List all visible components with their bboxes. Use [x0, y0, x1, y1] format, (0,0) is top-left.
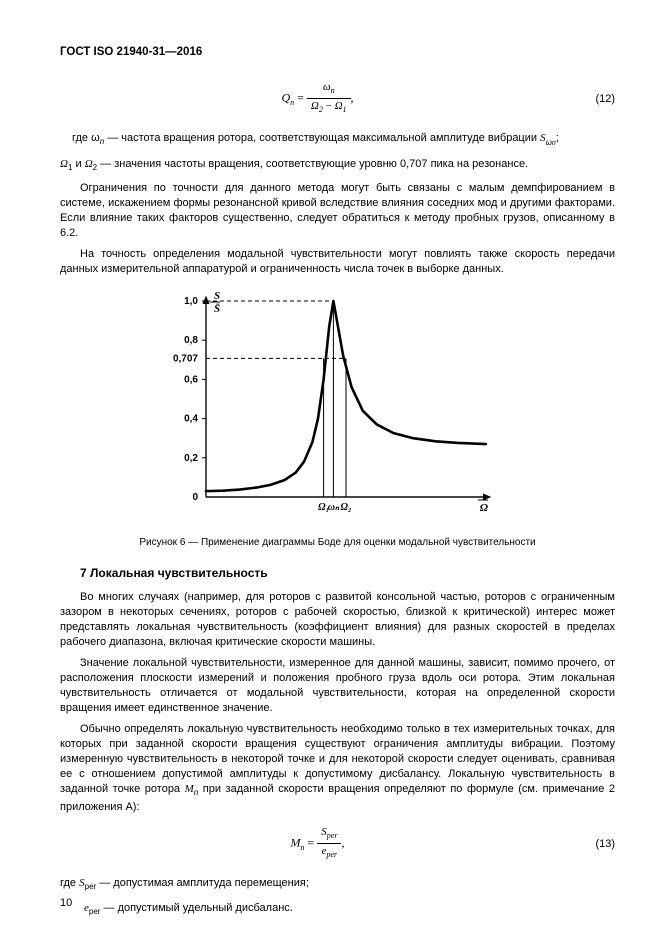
- para-accuracy: На точность определения модальной чувств…: [60, 247, 615, 277]
- where-sper: где Sper — допустимая амплитуда перемеще…: [60, 876, 615, 894]
- equation-13: Mn = Sper eper , (13): [60, 825, 615, 862]
- section-7-title: 7 Локальная чувствительность: [80, 566, 615, 580]
- svg-text:1,0: 1,0: [184, 296, 198, 307]
- svg-text:0,8: 0,8: [184, 335, 198, 346]
- where-omega-n: где ωn — частота вращения ротора, соотве…: [60, 131, 615, 150]
- svg-text:0,4: 0,4: [184, 413, 198, 424]
- para-local-3: Обычно определять локальную чувствительн…: [60, 722, 615, 815]
- svg-text:S: S: [214, 291, 220, 302]
- para-local-1: Во многих случаях (например, для роторов…: [60, 590, 615, 650]
- para-local-2: Значение локальной чувствительности, изм…: [60, 656, 615, 716]
- svg-text:Ω: Ω: [479, 502, 488, 514]
- equation-12: Qn = ωn Ω2 − Ω1 , (12): [60, 80, 615, 117]
- svg-text:0,707: 0,707: [172, 353, 197, 364]
- svg-text:0: 0: [192, 492, 198, 503]
- where-eper: eper — допустимый удельный дисбаланс.: [60, 901, 615, 919]
- figure-6-caption: Рисунок 6 — Применение диаграммы Боде дл…: [60, 537, 615, 548]
- page-number: 10: [60, 897, 72, 909]
- doc-header: ГОСТ ISO 21940-31—2016: [60, 46, 615, 58]
- svg-text:ωₙ: ωₙ: [327, 502, 339, 513]
- bode-chart: 00,20,40,60,81,0SS̄Ω0,707Ω₁ωₙΩ₂: [168, 291, 508, 527]
- svg-text:Ω₂: Ω₂: [340, 502, 351, 513]
- para-limitations: Ограничения по точности для данного мето…: [60, 181, 615, 241]
- where-omega12: Ω1 и Ω2 — значения частоты вращения, соо…: [60, 157, 615, 175]
- svg-text:0,2: 0,2: [184, 453, 198, 464]
- svg-text:0,6: 0,6: [184, 374, 198, 385]
- figure-6: 00,20,40,60,81,0SS̄Ω0,707Ω₁ωₙΩ₂: [60, 291, 615, 527]
- eq-number: (12): [575, 93, 615, 105]
- svg-text:S̄: S̄: [214, 303, 220, 315]
- eq-number: (13): [575, 838, 615, 850]
